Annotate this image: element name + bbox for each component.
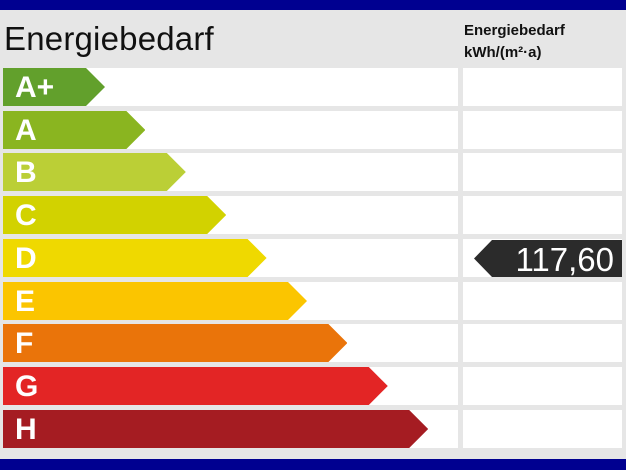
- value-cell: [463, 410, 622, 448]
- column-header: Energiebedarf kWh/(m²·a): [464, 20, 565, 64]
- class-label: A+: [15, 71, 55, 104]
- class-arrow: B: [3, 153, 186, 191]
- class-label: B: [15, 156, 37, 189]
- class-arrow: C: [3, 196, 226, 234]
- class-arrow: H: [3, 410, 428, 448]
- value-cell: [463, 282, 622, 320]
- class-label: E: [15, 285, 36, 318]
- class-row-c: C: [3, 196, 458, 234]
- column-header-unit: kWh/(m²·a): [464, 44, 542, 61]
- class-label: C: [15, 199, 37, 232]
- class-arrow: F: [3, 324, 347, 362]
- class-label: F: [15, 327, 34, 360]
- class-arrow: G: [3, 367, 388, 405]
- class-row-d: D: [3, 239, 458, 277]
- value-cell: [463, 68, 622, 106]
- class-row-b: B: [3, 153, 458, 191]
- class-row-a: A: [3, 111, 458, 149]
- class-row-e: E: [3, 282, 458, 320]
- value-cell: [463, 324, 622, 362]
- class-arrow: E: [3, 282, 307, 320]
- value-cell: [463, 153, 622, 191]
- class-label: D: [15, 242, 37, 275]
- bottom-band: [0, 459, 626, 470]
- top-band: [0, 0, 626, 10]
- class-label: G: [15, 370, 39, 403]
- column-header-line1: Energiebedarf: [464, 22, 565, 39]
- class-arrow: A+: [3, 68, 105, 106]
- value-cell: [463, 196, 622, 234]
- class-row-g: G: [3, 367, 458, 405]
- class-row-h: H: [3, 410, 458, 448]
- class-row-f: F: [3, 324, 458, 362]
- value-text: 117,60: [515, 241, 614, 278]
- class-arrow: A: [3, 111, 145, 149]
- label-title: Energiebedarf: [4, 20, 214, 57]
- class-label: H: [15, 413, 37, 446]
- class-row-aplus: A+: [3, 68, 458, 106]
- class-arrow: D: [3, 239, 267, 277]
- value-cell: [463, 111, 622, 149]
- value-marker: 117,60: [474, 240, 622, 277]
- class-label: A: [15, 114, 37, 147]
- value-cell: [463, 367, 622, 405]
